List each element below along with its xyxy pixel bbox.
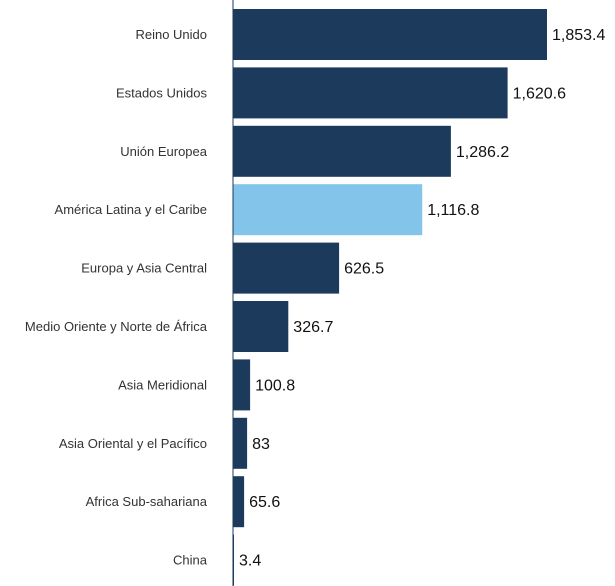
category-label-4: Europa y Asia Central bbox=[81, 261, 207, 276]
bar-3 bbox=[233, 184, 423, 236]
value-label-2: 1,286.2 bbox=[456, 144, 509, 161]
value-label-5: 326.7 bbox=[293, 319, 333, 336]
value-label-9: 3.4 bbox=[239, 553, 261, 570]
bar-5 bbox=[233, 301, 289, 352]
value-label-1: 1,620.6 bbox=[513, 85, 566, 102]
category-label-2: Unión Europea bbox=[120, 144, 207, 159]
category-label-7: Asia Oriental y el Pacífico bbox=[59, 436, 207, 451]
value-label-6: 100.8 bbox=[255, 377, 295, 394]
bar-4 bbox=[233, 242, 340, 294]
category-label-6: Asia Meridional bbox=[118, 377, 207, 392]
bar-7 bbox=[233, 417, 248, 469]
value-label-7: 83 bbox=[252, 436, 270, 453]
category-label-5: Medio Oriente y Norte de África bbox=[25, 319, 208, 334]
value-label-0: 1,853.4 bbox=[552, 27, 605, 44]
bar-2 bbox=[233, 125, 451, 177]
bar-0 bbox=[233, 9, 547, 60]
value-label-4: 626.5 bbox=[344, 261, 384, 278]
category-label-8: Africa Sub-sahariana bbox=[86, 494, 208, 509]
bar-6 bbox=[233, 359, 251, 411]
category-label-1: Estados Unidos bbox=[116, 85, 208, 100]
bar-8 bbox=[233, 476, 245, 528]
category-label-3: América Latina y el Caribe bbox=[55, 202, 207, 217]
bar-1 bbox=[233, 67, 508, 119]
value-label-3: 1,116.8 bbox=[427, 202, 479, 219]
category-label-0: Reino Unido bbox=[135, 27, 207, 42]
category-label-9: China bbox=[173, 553, 208, 568]
value-label-8: 65.6 bbox=[249, 494, 280, 511]
